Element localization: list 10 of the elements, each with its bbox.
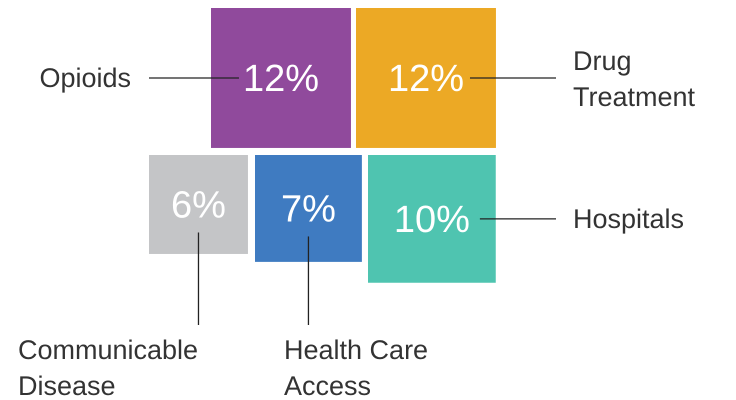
category-label: Health Care Access — [284, 335, 428, 400]
data-label: 10% — [394, 198, 470, 241]
data-label: 6% — [171, 184, 226, 226]
data-label: 7% — [280, 188, 336, 230]
category-label: Drug Treatment — [573, 46, 696, 112]
category-label: Communicable Disease — [18, 335, 198, 400]
data-label: 12% — [388, 58, 464, 100]
data-label: 12% — [242, 58, 320, 100]
category-label: Hospitals — [573, 204, 684, 234]
category-label: Opioids — [39, 62, 131, 93]
